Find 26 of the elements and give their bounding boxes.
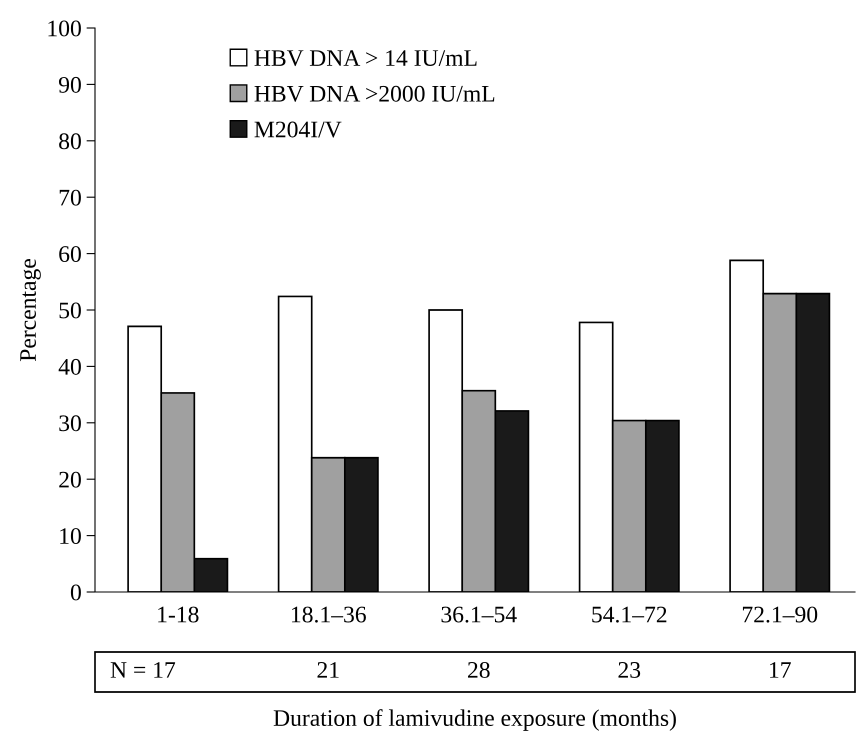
y-tick-label: 100 bbox=[48, 20, 81, 36]
legend-label: HBV DNA > 14 IU/mL bbox=[254, 50, 477, 66]
y-tick-label: 20 bbox=[59, 472, 81, 488]
y-tick-label: 90 bbox=[58, 76, 81, 93]
y-tick-label: 40 bbox=[58, 358, 81, 375]
x-tick-label: 72.1–90 bbox=[742, 606, 818, 623]
y-tick-label: 30 bbox=[59, 415, 81, 432]
legend-label: HBV DNA >2000 IU/mL bbox=[254, 86, 494, 102]
x-tick-label: 18.1–36 bbox=[292, 606, 366, 623]
y-tick-label: 70 bbox=[60, 190, 81, 206]
text: 17 bbox=[770, 662, 791, 678]
x-tick-label: 36.1–54 bbox=[442, 606, 517, 623]
y-tick-label: 60 bbox=[59, 246, 81, 262]
y-tick-label: 80 bbox=[59, 133, 81, 150]
y-tick-label: 10 bbox=[60, 528, 81, 544]
x-tick-label: 1-18 bbox=[158, 606, 199, 623]
x-axis-title: Duration of lamivudine exposure (months) bbox=[274, 709, 676, 731]
x-tick-label: 54.1–72 bbox=[592, 606, 666, 623]
y-tick-label: 50 bbox=[60, 302, 81, 318]
text: 21 bbox=[318, 662, 339, 678]
text: N = 17 bbox=[110, 662, 176, 678]
text: 23 bbox=[618, 662, 640, 678]
y-tick-label: 0 bbox=[70, 584, 81, 600]
legend-label: M204I/V bbox=[254, 122, 342, 138]
y-axis-title: Percentage bbox=[20, 259, 41, 362]
text: 28 bbox=[468, 662, 490, 678]
